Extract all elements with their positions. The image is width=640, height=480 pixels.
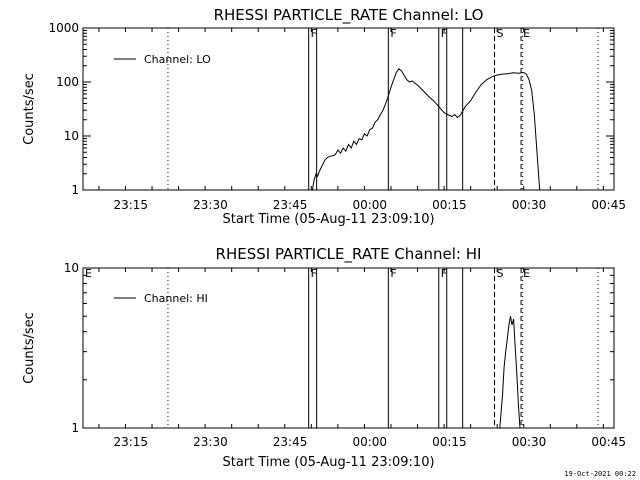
- event-marker-label: E: [85, 267, 92, 280]
- series-line: [311, 68, 541, 191]
- legend-label: Channel: LO: [144, 53, 211, 66]
- event-marker-label: S: [497, 27, 504, 40]
- event-marker-label: F: [441, 27, 447, 40]
- x-tick-label: 23:30: [193, 198, 228, 212]
- event-marker-label: S: [497, 267, 504, 280]
- x-tick-label: 00:30: [512, 198, 547, 212]
- plot-frame: [82, 27, 615, 191]
- y-tick-label: 10: [64, 261, 79, 275]
- event-marker-label: F: [311, 267, 317, 280]
- event-marker-label: F: [441, 267, 447, 280]
- y-axis-label: Counts/sec: [22, 312, 37, 384]
- y-tick-label: 1: [71, 421, 79, 435]
- y-tick-label: 100: [56, 75, 79, 89]
- x-axis-label: Start Time (05-Aug-11 23:09:10): [222, 212, 434, 227]
- event-marker-label: F: [390, 27, 396, 40]
- x-tick-label: 23:15: [113, 198, 148, 212]
- series-line: [499, 316, 521, 429]
- y-axis-label: Counts/sec: [22, 73, 37, 145]
- x-tick-label: 00:45: [591, 198, 626, 212]
- x-tick-label: 23:30: [193, 435, 228, 449]
- x-axis-label: Start Time (05-Aug-11 23:09:10): [222, 455, 434, 470]
- x-tick-label: 00:00: [352, 435, 387, 449]
- chart-panel-1: RHESSI PARTICLE_RATE Channel: HI 23:15 23:…: [22, 245, 626, 470]
- event-marker-label: F: [311, 27, 317, 40]
- y-tick-label: 10: [64, 129, 79, 143]
- x-tick-label: 23:45: [273, 435, 308, 449]
- chart-panel-0: RHESSI PARTICLE_RATE Channel: LO 23:15 23:…: [22, 6, 626, 227]
- x-tick-label: 00:45: [591, 435, 626, 449]
- event-marker-label: F: [390, 267, 396, 280]
- event-marker-label: E: [523, 267, 530, 280]
- x-tick-label: 00:00: [352, 198, 387, 212]
- chart-title: RHESSI PARTICLE_RATE Channel: LO: [214, 6, 484, 25]
- chart-title: RHESSI PARTICLE_RATE Channel: HI: [216, 245, 482, 264]
- x-tick-label: 00:30: [512, 435, 547, 449]
- generation-timestamp: 19-Oct-2021 00:22: [564, 470, 636, 478]
- y-tick-label: 1000: [48, 21, 79, 35]
- x-tick-label: 23:15: [113, 435, 148, 449]
- x-tick-label: 00:15: [432, 198, 467, 212]
- y-tick-label: 1: [71, 183, 79, 197]
- plot-frame: [82, 267, 615, 429]
- x-tick-label: 00:15: [432, 435, 467, 449]
- legend-label: Channel: HI: [144, 292, 208, 305]
- event-marker-label: E: [523, 27, 530, 40]
- x-tick-label: 23:45: [273, 198, 308, 212]
